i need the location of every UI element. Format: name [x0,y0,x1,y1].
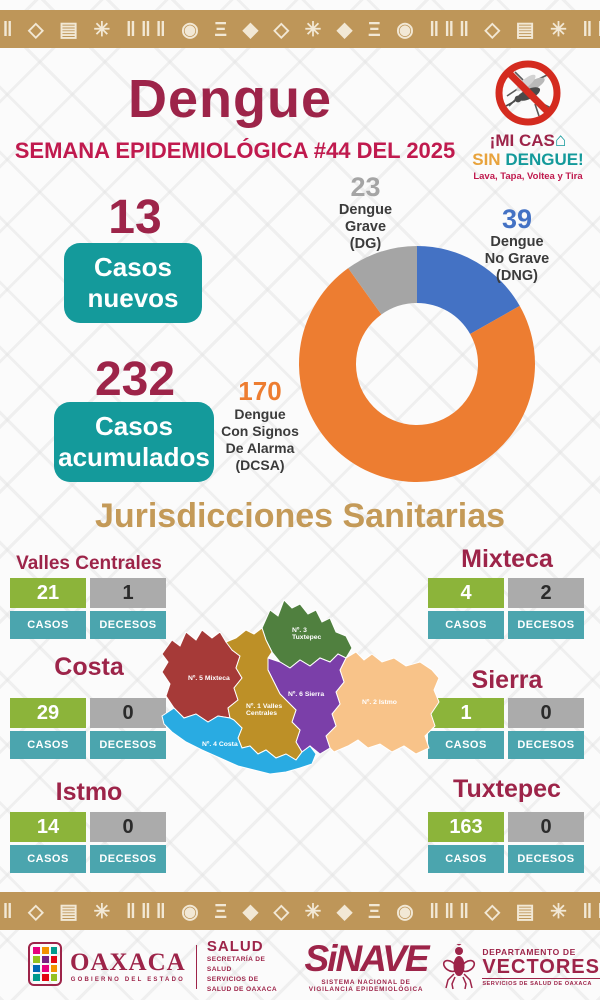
casos-value: 1 [428,698,504,728]
dg-value: 23 [350,172,381,202]
decesos-label: DECESOS [508,611,584,639]
footer-divider [195,944,197,989]
page-title: Dengue [127,69,333,129]
casos-value: 4 [428,578,504,608]
aztec-pattern-glyphs: ◆ Ξ ◉ ‖‖‖ ◇ ▤ ✳ ‖‖‖ ◉ Ξ ◆ ◇ ✳ ◆ Ξ ◉ ‖‖‖ … [0,900,600,923]
salud-line1: SECRETARÍA DE SALUD [206,956,266,974]
footer-logos: OAXACA GOBIERNO DEL ESTADO SALUD SECRETA… [0,933,600,1000]
dcsa-label: Dengue Con Signos De Alarma (DCSA) [221,406,299,473]
decesos-label: DECESOS [90,611,166,639]
campaign-tagline: Lava, Tapa, Voltea y Tira [473,171,583,182]
decesos-value: 1 [90,578,166,608]
new-cases-box: Casos nuevos [64,243,202,323]
casos-value: 163 [428,812,504,842]
casos-label: CASOS [428,731,504,759]
dng-label: Dengue No Grave (DNG) [484,234,550,284]
salud-line2: SERVICIOS DE SALUD DE OAXACA [206,976,278,993]
sinave-tagline: SISTEMA NACIONAL DE VIGILANCIA EPIDEMIOL… [308,979,424,993]
salud-block: SALUD SECRETARÍA DE SALUD SERVICIOS DE S… [207,938,282,995]
decesos-value: 0 [508,698,584,728]
oaxaca-name: OAXACA [70,949,186,976]
stat-table-tuxtepec: 163 0 CASOS DECESOS [428,812,586,873]
cumulative-cases-box: Casos acumulados [54,402,214,482]
stat-table-istmo: 14 0 CASOS DECESOS [10,812,168,873]
vectores-line1: DEPARTAMENTO DE [482,946,576,957]
casos-label: CASOS [10,731,86,759]
aztec-pattern-glyphs: ◆ Ξ ◉ ‖‖‖ ◇ ▤ ✳ ‖‖‖ ◉ Ξ ◆ ◇ ✳ ◆ Ξ ◉ ‖‖‖ … [0,18,600,41]
casos-label: CASOS [10,845,86,873]
decesos-value: 2 [508,578,584,608]
dengue-classification-donut-chart [299,246,536,482]
casos-label: CASOS [428,611,504,639]
jurisdictions-heading: Jurisdicciones Sanitarias [94,497,506,535]
map-label-tuxtepec: Nº. 3 Tuxtepec [292,627,322,641]
epi-week-subtitle: SEMANA EPIDEMIOLÓGICA #44 DEL 2025 [14,138,456,163]
vectores-line3: SERVICIOS DE SALUD DE OAXACA [482,978,600,987]
oaxaca-jurisdictions-map: Nº. 5 Mixteca Nº. 3 Tuxtepec Nº. 1 Valles… [161,599,440,775]
decesos-label: DECESOS [90,845,166,873]
region-name-tuxtepec: Tuxtepec [453,775,561,803]
region-name-sierra: Sierra [471,666,543,694]
donut-label-dg: 23 Dengue Grave (DG) [303,172,428,253]
cumulative-cases-value: 232 [94,353,176,406]
map-label-valles-centrales: Nº. 1 Valles Centrales [246,703,282,717]
vectores-text: DEPARTAMENTO DE VECTORES SERVICIOS DE SA… [482,947,600,987]
donut-segment-2 [348,246,417,315]
dcsa-value: 170 [238,376,282,406]
oaxaca-logo-icon [28,942,62,991]
map-region-costa [161,707,317,775]
map-label-costa: Nº. 4 Costa [202,741,238,748]
region-name-istmo: Istmo [55,778,123,806]
new-cases-value: 13 [108,191,162,244]
decesos-value: 0 [90,812,166,842]
decesos-label: DECESOS [508,845,584,873]
mosquito-icon [443,943,476,989]
donut-label-dng: 39 Dengue No Grave (DNG) [452,204,582,285]
decesos-label: DECESOS [90,731,166,759]
map-label-istmo: Nº. 2 Istmo [362,699,397,706]
oaxaca-wordmark: OAXACA GOBIERNO DEL ESTADO [70,950,186,983]
stat-table-sierra: 1 0 CASOS DECESOS [428,698,586,759]
sinave-wordmark: SiNAVE [304,938,430,979]
oaxaca-tagline: GOBIERNO DEL ESTADO [70,977,185,983]
region-name-mixteca: Mixteca [461,545,553,573]
house-icon: ⌂ [554,130,567,151]
donut-segment-0 [417,246,520,334]
dg-label: Dengue Grave (DG) [338,202,393,252]
casos-label: CASOS [10,611,86,639]
stat-table-valles-centrales: 21 1 CASOS DECESOS [10,578,168,639]
region-name-costa: Costa [54,653,124,681]
no-mosquito-icon [493,58,563,128]
campaign-line2: SIN DENGUE! [472,150,584,169]
casos-label: CASOS [428,845,504,873]
stat-table-costa: 29 0 CASOS DECESOS [10,698,168,759]
salud-title: SALUD [206,938,264,956]
region-name-valles-centrales: Valles Centrales [16,553,162,574]
casos-value: 29 [10,698,86,728]
decesos-label: DECESOS [508,731,584,759]
map-label-mixteca: Nº. 5 Mixteca [188,675,230,682]
sinave-logo: SiNAVE SISTEMA NACIONAL DE VIGILANCIA EP… [304,938,430,993]
donut-segment-1 [299,268,536,482]
campaign-line1: ¡MI CAS⌂ [489,130,567,151]
aztec-border-top: ◆ Ξ ◉ ‖‖‖ ◇ ▤ ✳ ‖‖‖ ◉ Ξ ◆ ◇ ✳ ◆ Ξ ◉ ‖‖‖ … [0,10,600,48]
vectores-logo: DEPARTAMENTO DE VECTORES SERVICIOS DE SA… [442,943,600,990]
casos-value: 14 [10,812,86,842]
vectores-line2: VECTORES [482,955,600,978]
casos-value: 21 [10,578,86,608]
campaign-logo: ¡MI CAS⌂ SIN DENGUE! Lava, Tapa, Voltea … [458,58,598,182]
donut-label-dcsa: 170 Dengue Con Signos De Alarma (DCSA) [192,376,328,474]
aztec-border-bottom: ◆ Ξ ◉ ‖‖‖ ◇ ▤ ✳ ‖‖‖ ◉ Ξ ◆ ◇ ✳ ◆ Ξ ◉ ‖‖‖ … [0,892,600,930]
dng-value: 39 [501,204,533,234]
stat-table-mixteca: 4 2 CASOS DECESOS [428,578,586,639]
map-label-sierra: Nº. 6 Sierra [288,691,324,698]
decesos-value: 0 [90,698,166,728]
decesos-value: 0 [508,812,584,842]
